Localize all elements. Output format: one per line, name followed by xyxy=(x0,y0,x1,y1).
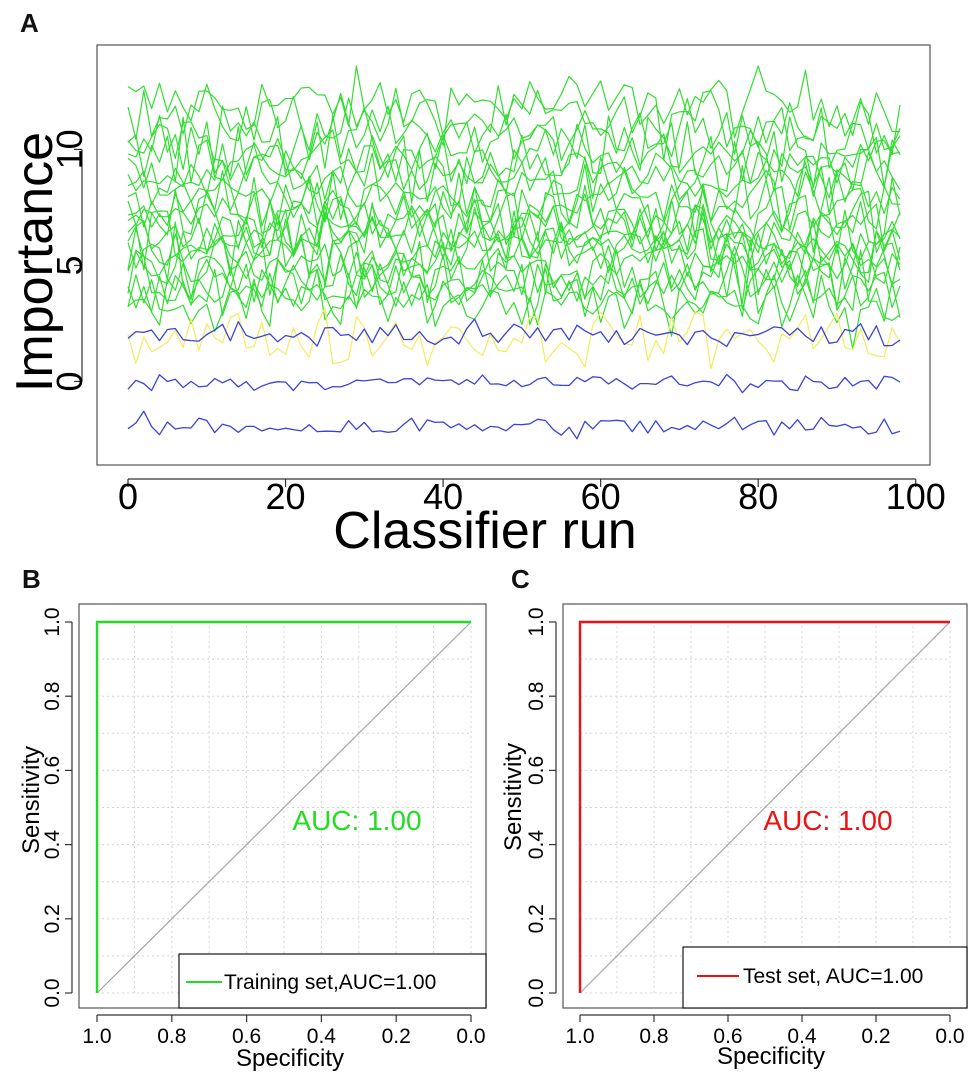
panel-a-label: A xyxy=(20,8,39,38)
c-y-tick-label: 0.6 xyxy=(525,756,548,785)
panel-c-auc-annotation: AUC: 1.00 xyxy=(763,805,892,836)
panel-a-y-tick-label: 10 xyxy=(49,129,90,169)
b-x-tick-label: 0.4 xyxy=(307,1025,337,1048)
b-y-tick-label: 0.6 xyxy=(41,756,64,785)
b-y-tick-label: 0.4 xyxy=(41,830,64,860)
c-x-tick-label: 1.0 xyxy=(565,1025,594,1048)
confirmed-attribute-line-4 xyxy=(127,116,901,185)
c-y-tick-label: 0.2 xyxy=(525,904,548,933)
panel-b-y-axis-title: Sensitivity xyxy=(18,746,45,854)
panel-b-x-axis: 1.0 0.8 0.6 0.4 0.2 0.0 xyxy=(82,1014,486,1048)
panel-c-x-axis: 1.0 0.8 0.6 0.4 0.2 0.0 xyxy=(565,1014,965,1048)
panel-a-x-axis-title: Classifier run xyxy=(333,502,636,560)
b-x-tick-label: 0.2 xyxy=(382,1025,411,1048)
shadow-attribute-line-24 xyxy=(127,410,901,440)
b-y-tick-label: 0.8 xyxy=(41,682,64,711)
shadow-attribute-line-22 xyxy=(127,318,901,348)
c-x-tick-label: 0.8 xyxy=(639,1025,668,1048)
c-y-tick-label: 0.4 xyxy=(525,830,548,860)
confirmed-attribute-line-12 xyxy=(127,205,901,271)
panel-b-plot-frame xyxy=(78,603,487,1009)
panel-b-label: B xyxy=(22,564,41,594)
confirmed-attribute-line-10 xyxy=(127,184,901,255)
confirmed-attribute-line-19 xyxy=(127,249,901,337)
panel-b: B 1.0 0.8 0.6 0.4 0.2 0.0 0.00.20.40.60.81.0 … xyxy=(18,564,487,1072)
b-y-tick-label: 0.0 xyxy=(41,978,64,1007)
confirmed-attribute-line-7 xyxy=(127,152,901,232)
c-y-tick-label: 0.8 xyxy=(525,682,548,711)
panel-c-roc-curve xyxy=(578,620,950,993)
confirmed-attribute-line-0 xyxy=(127,65,901,147)
panel-c-legend-box xyxy=(682,946,968,1009)
panel-b-legend-label: Training set,AUC=1.00 xyxy=(224,971,436,994)
b-y-tick-label: 1.0 xyxy=(41,607,64,636)
panel-a-x-tick-label: 0 xyxy=(118,476,138,517)
panel-a-x-tick-label: 60 xyxy=(581,476,621,517)
tentative-attribute-line-21 xyxy=(127,307,901,370)
panel-b-y-axis: 0.0 0.2 0.4 0.6 0.8 1.0 xyxy=(41,607,73,1008)
panel-b-legend-box xyxy=(178,953,487,1009)
panel-a-x-tick-label: 100 xyxy=(886,476,946,517)
panel-a-y-axis-title: Importance xyxy=(6,132,64,392)
panel-b-x-axis-title: Specificity xyxy=(236,1045,344,1072)
panel-b-chance-diagonal xyxy=(96,621,472,994)
b-x-tick-label: 0.8 xyxy=(157,1025,186,1048)
panel-a-x-tick-label: 40 xyxy=(423,476,463,517)
panel-a-y-tick-label: 0 xyxy=(49,371,90,391)
panel-c-chance-diagonal xyxy=(579,621,951,994)
confirmed-attribute-line-3 xyxy=(127,106,901,189)
b-x-tick-label: 0.6 xyxy=(232,1025,261,1048)
panel-a-x-tick-label: 80 xyxy=(738,476,778,517)
c-x-tick-label: 0.6 xyxy=(713,1025,742,1048)
c-y-tick-label: 0.0 xyxy=(525,978,548,1007)
panel-c-y-axis-title: Sensitivity xyxy=(500,743,527,851)
c-x-tick-label: 0.4 xyxy=(787,1025,817,1048)
confirmed-attribute-line-6 xyxy=(127,141,901,208)
panel-a: A 0 20 40 60 80 100 0 5 10 Classifier run Impor… xyxy=(6,8,946,560)
c-y-tick-label: 1.0 xyxy=(525,607,548,636)
panel-c-y-axis: 0.0 0.2 0.4 0.6 0.8 1.0 xyxy=(525,607,557,1008)
c-x-tick-label: 0.0 xyxy=(935,1025,964,1048)
confirmed-attribute-line-20 xyxy=(127,258,901,350)
panel-a-y-axis: 0 5 10 xyxy=(49,129,90,391)
panel-b-roc-curve xyxy=(95,620,471,993)
panel-c-x-axis-title: Specificity xyxy=(717,1043,825,1070)
confirmed-attribute-line-16 xyxy=(127,233,901,304)
panel-a-x-axis: 0 20 40 60 80 100 xyxy=(118,476,946,517)
c-x-tick-label: 0.2 xyxy=(861,1025,890,1048)
panel-c-label: C xyxy=(511,564,530,594)
confirmed-attribute-line-14 xyxy=(127,203,901,295)
shadow-attribute-line-23 xyxy=(127,373,901,394)
panel-c: C 1.0 0.8 0.6 0.4 0.2 0.0 0.00.20.40.60.81.0 … xyxy=(500,564,968,1070)
confirmed-attribute-line-17 xyxy=(127,245,901,310)
b-y-tick-label: 0.2 xyxy=(41,904,64,933)
confirmed-attribute-line-9 xyxy=(127,175,901,254)
panel-c-legend-label: Test set, AUC=1.00 xyxy=(743,965,923,988)
panel-a-plot-frame xyxy=(96,44,931,466)
panel-a-x-tick-label: 20 xyxy=(266,476,306,517)
b-x-tick-label: 1.0 xyxy=(82,1025,111,1048)
panel-a-importance-lines xyxy=(127,65,901,440)
panel-a-y-tick-label: 5 xyxy=(49,255,90,275)
confirmed-attribute-line-2 xyxy=(127,92,901,176)
panel-b-auc-annotation: AUC: 1.00 xyxy=(292,805,421,836)
b-x-tick-label: 0.0 xyxy=(456,1025,485,1048)
